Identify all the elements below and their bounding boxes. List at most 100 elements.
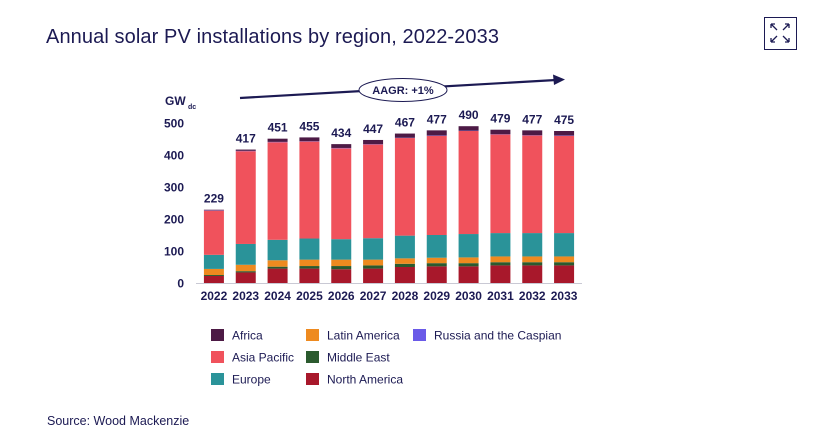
y-tick-label: 200 [164,213,184,227]
bar-segment-africa [235,149,256,151]
bar-segment-europe [267,239,288,261]
x-tick-label: 2024 [264,289,291,303]
bar-segment-middle-east [426,263,447,267]
bar-segment-north-america [554,265,575,283]
bar-segment-europe [458,234,479,258]
bar-segment-north-america [331,269,352,283]
y-axis-label-subscript: dc [188,104,196,111]
bar-segment-middle-east [554,262,575,266]
legend-swatch-europe [211,373,224,385]
bar-segment-asia-pacific [554,135,575,234]
bar-total-label: 475 [554,113,574,127]
bar-segment-north-america [299,268,320,283]
bar-segment-africa [299,137,320,142]
y-axis-label: GW [165,94,186,108]
bar-segment-middle-east [394,263,415,267]
bar-segment-asia-pacific [203,210,224,255]
bar-segment-africa [394,133,415,138]
bar-segment-asia-pacific [267,142,288,240]
x-tick-label: 2022 [201,289,228,303]
bar-segment-asia-pacific [331,148,352,240]
bar-segment-asia-pacific [299,141,320,239]
bar-segment-asia-pacific [490,134,511,234]
bar-segment-europe [426,235,447,258]
bar-segment-latin-america [490,256,511,263]
bar-segment-europe [331,239,352,260]
bar-segment-latin-america [426,257,447,264]
bar-segment-asia-pacific [394,138,415,236]
bar-segment-latin-america [331,259,352,267]
bar-total-label: 455 [299,119,319,133]
bar-segment-africa [490,129,511,135]
bar-segment-africa [458,126,479,131]
bar-segment-middle-east [235,271,256,273]
expand-arrows-icon [770,23,790,43]
bar-segment-north-america [203,275,224,283]
x-tick-label: 2033 [551,289,578,303]
bar-segment-europe [522,233,543,257]
bar-segment-europe [554,233,575,257]
bar-segment-asia-pacific [458,131,479,235]
bar-segment-europe [394,235,415,259]
x-tick-label: 2032 [519,289,546,303]
x-tick-label: 2023 [232,289,259,303]
aagr-callout-bubble [358,78,448,102]
bar-segment-north-america [235,272,256,283]
legend-label: Latin America [327,329,400,343]
legend-label: Africa [232,329,263,343]
x-tick-label: 2029 [423,289,450,303]
bar-segment-north-america [394,267,415,283]
bar-total-label: 467 [395,116,415,130]
bar-segment-latin-america [267,260,288,267]
bar-segment-europe [235,243,256,265]
bar-segment-europe [299,238,320,260]
bar-segment-africa [331,144,352,148]
bar-segment-latin-america [299,259,320,267]
bar-segment-north-america [490,265,511,283]
legend-label: Russia and the Caspian [434,329,561,343]
bar-segment-africa [203,209,224,211]
bar-segment-middle-east [522,262,543,266]
x-tick-label: 2031 [487,289,514,303]
bar-segment-middle-east [363,265,384,269]
chart-title: Annual solar PV installations by region,… [46,26,500,48]
bar-segment-asia-pacific [235,151,256,244]
bar-segment-middle-east [490,262,511,266]
bar-segment-europe [203,254,224,269]
y-tick-label: 0 [177,277,184,291]
legend-label: Middle East [327,351,390,365]
bar-segment-latin-america [235,264,256,272]
bar-total-label: 477 [427,112,447,126]
legend-label: Asia Pacific [232,351,294,365]
bar-total-label: 229 [204,192,224,206]
legend-swatch-north-america [306,373,319,385]
x-tick-label: 2025 [296,289,323,303]
bar-segment-latin-america [458,257,479,264]
bar-segment-middle-east [203,275,224,276]
expand-button[interactable] [764,17,797,50]
bar-total-label: 477 [522,112,542,126]
bar-segment-north-america [267,268,288,283]
bar-segment-africa [267,138,288,142]
bar-segment-north-america [426,266,447,283]
bar-segment-middle-east [267,266,288,269]
bar-total-label: 434 [331,126,351,140]
y-tick-label: 100 [164,245,184,259]
legend-swatch-latin-america [306,329,319,341]
bar-segment-latin-america [394,258,415,264]
bar-segment-latin-america [554,256,575,263]
trend-arrow-head [553,74,565,85]
x-tick-label: 2027 [360,289,387,303]
bar-segment-north-america [522,265,543,283]
aagr-annotation: AAGR: +1% [372,85,434,97]
bar-total-label: 490 [459,108,479,122]
bar-total-label: 447 [363,122,383,136]
bar-segment-europe [363,238,384,260]
bar-segment-africa [554,131,575,136]
bar-segment-latin-america [363,259,384,266]
bar-segment-asia-pacific [522,135,543,234]
x-tick-label: 2030 [455,289,482,303]
legend-label: North America [327,373,403,387]
